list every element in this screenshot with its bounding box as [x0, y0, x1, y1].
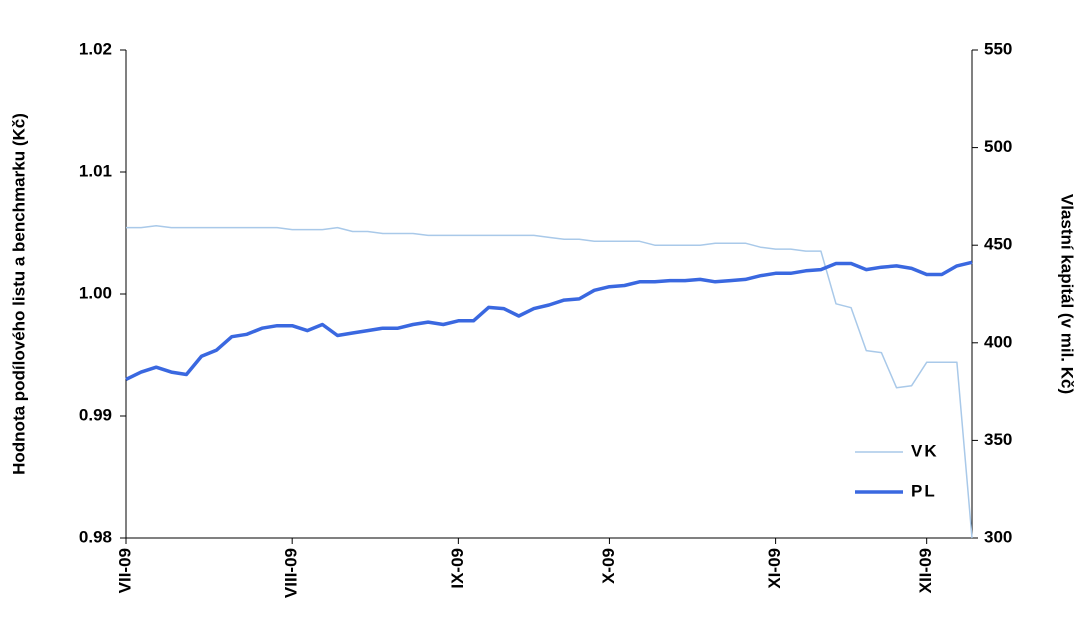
- y2-axis-title: Vlastní kapitál (v mil. Kč): [1058, 194, 1077, 394]
- y2-tick-label: 500: [984, 137, 1012, 156]
- x-tick-label: VIII-09: [282, 548, 301, 598]
- y2-tick-label: 350: [984, 430, 1012, 449]
- y-axis-title: Hodnota podílového listu a benchmarku (K…: [9, 113, 28, 475]
- y2-tick-label: 550: [984, 39, 1012, 58]
- series-line: [126, 224, 973, 539]
- y2-tick-label: 300: [984, 527, 1012, 546]
- y-tick-label: 0.99: [79, 405, 112, 424]
- y-tick-label: 1.01: [79, 161, 112, 180]
- y-tick-label: 1.00: [79, 283, 112, 302]
- legend-label: PL: [911, 481, 937, 500]
- y2-tick-label: 450: [984, 235, 1012, 254]
- y-tick-label: 0.98: [79, 527, 112, 546]
- y2-tick-label: 400: [984, 332, 1012, 351]
- y-tick-label: 1.02: [79, 39, 112, 58]
- x-tick-label: VII-09: [115, 548, 134, 593]
- x-tick-label: IX-09: [448, 548, 467, 589]
- legend-label: VK: [911, 441, 939, 460]
- x-tick-label: XII-09: [916, 548, 935, 593]
- x-tick-label: X-09: [599, 548, 618, 584]
- x-tick-label: XI-09: [765, 548, 784, 589]
- series-line: [125, 260, 973, 381]
